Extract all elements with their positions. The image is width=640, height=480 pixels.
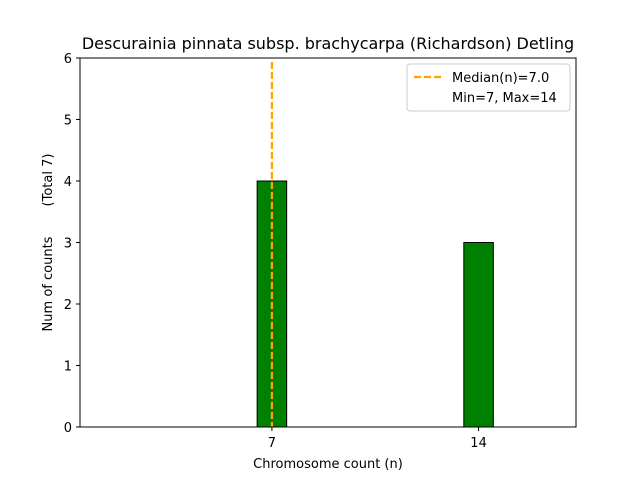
legend-median-label: Median(n)=7.0 [452,71,549,86]
legend: Median(n)=7.0 Min=7, Max=14 [406,63,571,112]
y-tick-label: 0 [64,421,72,436]
x-axis-label: Chromosome count (n) [253,457,403,472]
chart-title: Descurainia pinnata subsp. brachycarpa (… [82,34,574,53]
legend-box [406,63,571,112]
x-tick-label: 7 [268,436,276,451]
x-ticks: 7 14 [268,427,487,451]
y-tick-label: 2 [64,298,72,313]
plot-frame [79,57,577,428]
y-axis-label: Num of counts [41,236,56,331]
y-tick-label: 5 [64,114,72,129]
y-tick-label: 4 [64,175,72,190]
bars-layer [256,180,494,428]
y-axis-total-label: (Total 7) [41,154,56,207]
y-tick-label: 3 [64,237,72,252]
y-tick-label: 6 [64,52,72,67]
y-tick-label: 1 [64,360,72,375]
y-ticks: 0 1 2 3 4 5 6 [64,52,80,436]
legend-minmax-label: Min=7, Max=14 [452,91,557,106]
bar-14 [463,242,494,428]
x-tick-label: 14 [470,436,487,451]
